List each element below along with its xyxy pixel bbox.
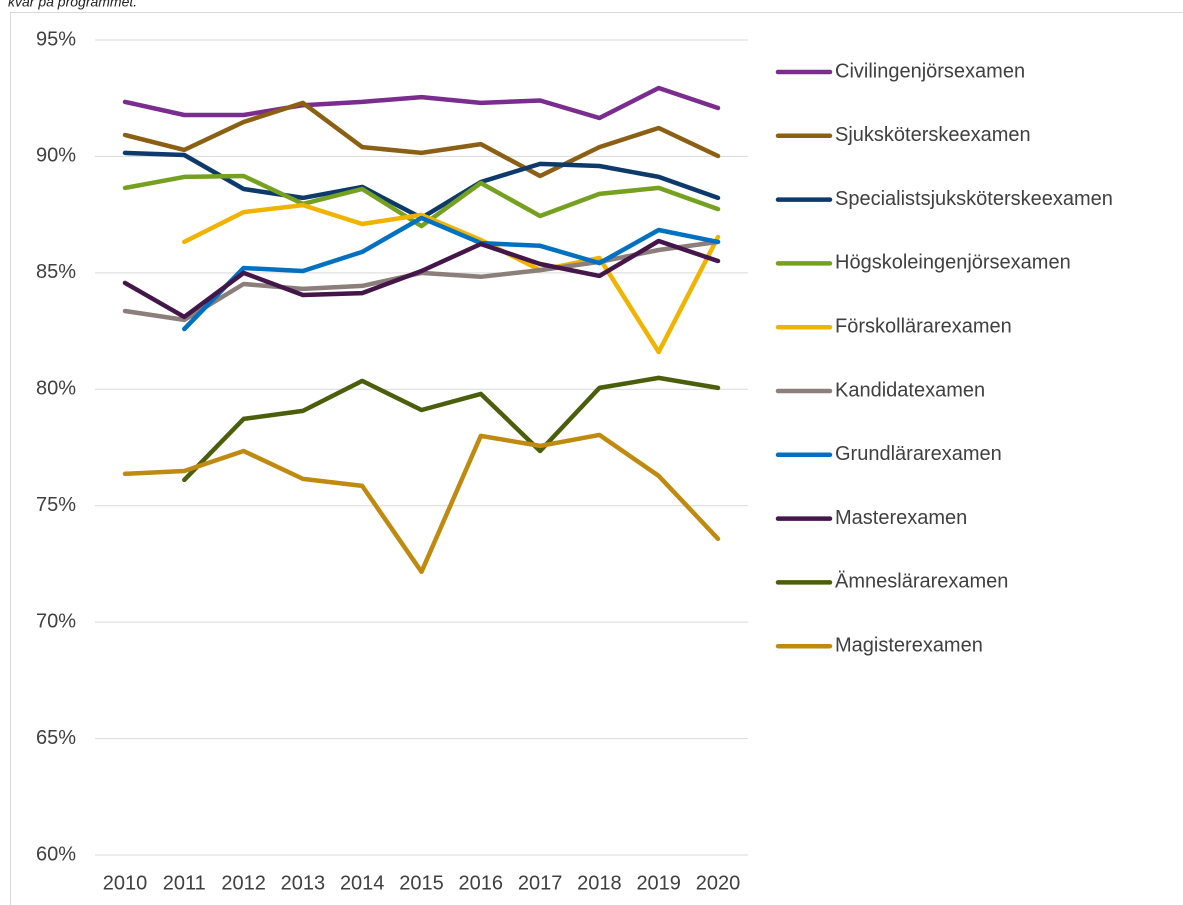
y-tick-label: 85%	[36, 261, 76, 283]
legend-label: Civilingenjörsexamen	[835, 60, 1025, 82]
x-tick-label: 2016	[459, 872, 504, 894]
x-tick-label: 2012	[221, 872, 266, 894]
x-tick-label: 2013	[281, 872, 326, 894]
x-tick-label: 2014	[340, 872, 385, 894]
chart-frame	[10, 12, 1183, 905]
series-line	[122, 85, 721, 121]
y-tick-label: 70%	[36, 610, 76, 632]
legend-label: Magisterexamen	[835, 634, 983, 656]
legend-label: Sjuksköterskeexamen	[835, 124, 1031, 146]
series-line	[122, 432, 721, 575]
series-line	[122, 238, 721, 320]
y-tick-label: 75%	[36, 494, 76, 516]
series-line	[122, 100, 721, 179]
y-tick-label: 95%	[36, 28, 76, 50]
y-tick-label: 80%	[36, 378, 76, 400]
x-tick-label: 2018	[577, 872, 622, 894]
legend-label: Förskollärarexamen	[835, 315, 1012, 337]
legend-label: Högskoleingenjörsexamen	[835, 252, 1071, 274]
legend-label: Specialistsjuksköterskeexamen	[835, 188, 1113, 210]
series-line	[122, 173, 721, 229]
legend-label: Ämneslärarexamen	[835, 571, 1008, 593]
x-tick-label: 2011	[163, 872, 206, 894]
series-line	[182, 202, 721, 355]
series-line	[122, 150, 721, 221]
y-tick-label: 65%	[36, 727, 76, 749]
x-tick-label: 2019	[636, 872, 681, 894]
x-tick-label: 2017	[518, 872, 563, 894]
series-line	[182, 215, 721, 332]
series-line	[182, 375, 721, 483]
legend-label: Grundlärarexamen	[835, 443, 1002, 465]
x-tick-label: 2020	[696, 872, 741, 894]
x-tick-label: 2010	[103, 872, 148, 894]
legend-label: Kandidatexamen	[835, 379, 985, 401]
y-tick-label: 60%	[36, 843, 76, 865]
legend-label: Masterexamen	[835, 507, 967, 529]
x-tick-label: 2015	[399, 872, 444, 894]
chart-subtitle: kvar på programmet.	[8, 0, 137, 10]
y-tick-label: 90%	[36, 145, 76, 167]
